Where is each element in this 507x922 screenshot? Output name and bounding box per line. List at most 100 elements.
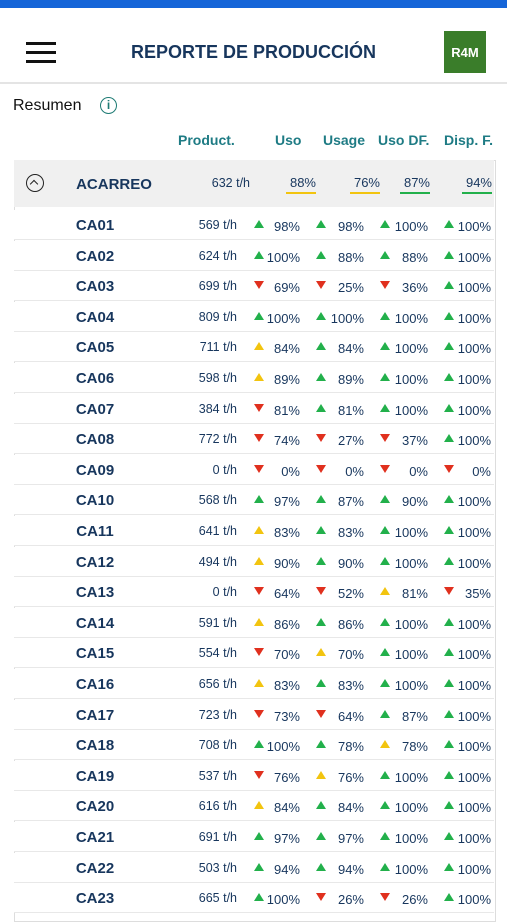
- metric-value: 94%: [273, 861, 300, 877]
- table-row[interactable]: CA13 0 t/h 64% 52% 81% 35%: [14, 577, 494, 608]
- metric-value: 100%: [457, 310, 491, 326]
- metric-value: 84%: [273, 800, 300, 816]
- trend-arrow: [444, 648, 454, 657]
- unit-name: CA17: [75, 706, 115, 724]
- table-row[interactable]: CA06 598 t/h 89% 89% 100% 100%: [14, 363, 494, 393]
- metric-value: 100%: [394, 800, 428, 816]
- metric-value: 100%: [394, 219, 428, 234]
- table-row[interactable]: CA22 503 t/h 94% 94% 100% 100%: [14, 852, 494, 883]
- table-row[interactable]: CA11 641 t/h 83% 83% 100% 100%: [14, 516, 494, 546]
- table-row[interactable]: CA08 772 t/h 74% 27% 37% 100%: [14, 424, 494, 455]
- trend-arrow: [444, 311, 454, 320]
- status-bar: [0, 0, 507, 8]
- group-row[interactable]: ACARREO 632 t/h 88% 76% 87% 94%: [14, 160, 494, 207]
- product-rate: 691 t/h: [198, 830, 237, 844]
- table-row[interactable]: CA09 0 t/h 0% 0% 0% 0%: [14, 454, 494, 485]
- trend-arrow: [380, 311, 390, 320]
- trend-arrow: [316, 342, 326, 351]
- metric-value: 84%: [337, 800, 364, 816]
- table-row[interactable]: CA16 656 t/h 83% 83% 100% 100%: [14, 669, 494, 699]
- underline: [400, 192, 430, 194]
- metric-value: 94%: [337, 861, 364, 877]
- trend-arrow: [316, 801, 326, 810]
- group-value: 94%: [465, 175, 492, 190]
- unit-name: CA23: [75, 890, 115, 908]
- trend-arrow: [380, 740, 390, 749]
- table-row[interactable]: CA03 699 t/h 69% 25% 36% 100%: [14, 271, 494, 302]
- product-rate: 699 t/h: [198, 279, 237, 294]
- table-row[interactable]: CA01 569 t/h 98% 98% 100% 100%: [14, 210, 494, 240]
- metric-value: 100%: [457, 831, 491, 846]
- metric-value: 78%: [337, 739, 364, 755]
- metric-value: 83%: [273, 525, 300, 540]
- trend-arrow: [380, 770, 390, 779]
- trend-arrow: [254, 893, 264, 902]
- product-rate: 598 t/h: [198, 371, 237, 385]
- table-row[interactable]: CA05 711 t/h 84% 84% 100% 100%: [14, 332, 494, 363]
- table-row[interactable]: CA18 708 t/h 100% 78% 78% 100%: [14, 730, 494, 761]
- metric-value: 100%: [394, 647, 428, 663]
- menu-line[interactable]: [26, 51, 56, 54]
- column-header: Uso: [275, 132, 302, 148]
- metric-value: 36%: [401, 280, 428, 296]
- collapse-icon[interactable]: [26, 174, 44, 192]
- metric-value: 74%: [273, 433, 300, 449]
- table-row[interactable]: CA19 537 t/h 76% 76% 100% 100%: [14, 760, 494, 791]
- table-row[interactable]: CA10 568 t/h 97% 87% 90% 100%: [14, 485, 494, 516]
- metric-value: 100%: [457, 800, 491, 816]
- metric-value: 69%: [273, 280, 300, 296]
- metric-value: 100%: [394, 831, 428, 846]
- info-icon[interactable]: i: [100, 97, 117, 114]
- table-row[interactable]: CA17 723 t/h 73% 64% 87% 100%: [14, 699, 494, 730]
- menu-line[interactable]: [26, 60, 56, 63]
- table-row[interactable]: CA12 494 t/h 90% 90% 100% 100%: [14, 546, 494, 577]
- table-row[interactable]: CA21 691 t/h 97% 97% 100% 100%: [14, 822, 494, 852]
- table-row[interactable]: CA02 624 t/h 100% 88% 88% 100%: [14, 240, 494, 271]
- metric-value: 87%: [337, 494, 364, 510]
- table-row[interactable]: CA23 665 t/h 100% 26% 26% 100%: [14, 883, 494, 914]
- trend-arrow: [444, 832, 454, 840]
- metric-value: 83%: [337, 678, 364, 693]
- table-row[interactable]: CA14 591 t/h 86% 86% 100% 100%: [14, 607, 494, 638]
- metric-value: 97%: [273, 494, 300, 510]
- table-row[interactable]: CA15 554 t/h 70% 70% 100% 100%: [14, 638, 494, 669]
- column-header: Product.: [178, 132, 235, 148]
- table-row[interactable]: CA20 616 t/h 84% 84% 100% 100%: [14, 791, 494, 822]
- metric-value: 100%: [394, 402, 428, 418]
- metric-value: 100%: [457, 616, 491, 632]
- metric-value: 100%: [394, 769, 428, 785]
- trend-arrow: [254, 495, 264, 504]
- metric-value: 52%: [337, 586, 364, 602]
- trend-arrow: [380, 862, 390, 871]
- trend-arrow: [254, 740, 264, 749]
- underline: [462, 192, 492, 194]
- metric-value: 100%: [457, 739, 491, 755]
- trend-arrow: [444, 801, 454, 810]
- product-rate: 554 t/h: [198, 646, 237, 661]
- metric-value: 100%: [457, 769, 491, 785]
- metric-value: 100%: [266, 310, 300, 326]
- metric-value: 81%: [337, 402, 364, 418]
- product-rate: 384 t/h: [198, 401, 237, 416]
- trend-arrow: [254, 464, 264, 473]
- trend-arrow: [380, 464, 390, 473]
- trend-arrow: [254, 648, 264, 657]
- product-rate: 568 t/h: [198, 493, 237, 508]
- menu-line[interactable]: [26, 42, 56, 45]
- metric-value: 86%: [273, 616, 300, 632]
- trend-arrow: [380, 495, 390, 504]
- trend-arrow: [254, 311, 264, 320]
- metric-value: 100%: [457, 219, 491, 234]
- metric-value: 100%: [266, 739, 300, 755]
- trend-arrow: [444, 617, 454, 626]
- trend-arrow: [380, 648, 390, 657]
- metric-value: 84%: [273, 341, 300, 357]
- metric-value: 84%: [337, 341, 364, 357]
- trend-arrow: [254, 556, 264, 565]
- table-row[interactable]: CA04 809 t/h 100% 100% 100% 100%: [14, 301, 494, 332]
- unit-name: CA21: [75, 829, 115, 846]
- metric-value: 90%: [337, 555, 364, 571]
- section-label: Resumen: [13, 97, 82, 114]
- table-row[interactable]: CA07 384 t/h 81% 81% 100% 100%: [14, 393, 494, 424]
